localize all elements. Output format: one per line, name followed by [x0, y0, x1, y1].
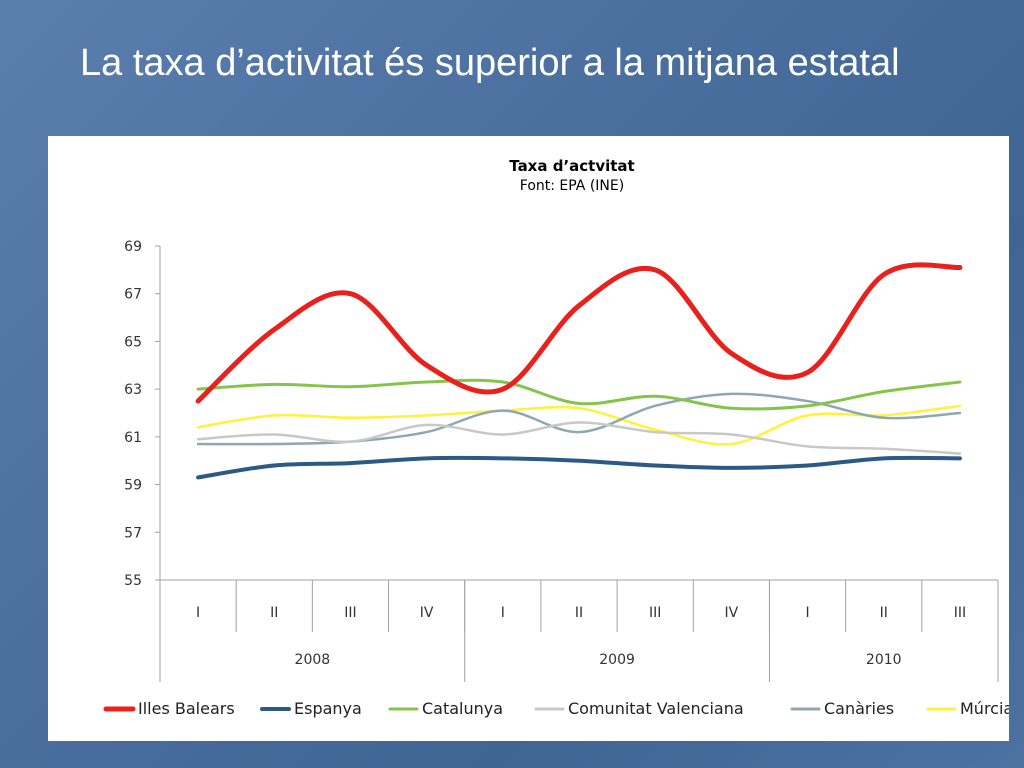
legend-label: Múrcia	[960, 699, 1009, 718]
y-tick-label: 65	[124, 334, 142, 350]
y-tick-label: 63	[124, 382, 142, 398]
x-tick-label: IV	[420, 605, 434, 621]
x-tick-label: I	[196, 605, 200, 621]
legend-label: Illes Balears	[138, 699, 235, 718]
y-tick-label: 55	[124, 573, 142, 589]
x-tick-label: II	[270, 605, 278, 621]
series-line-illes-balears	[195, 262, 963, 404]
legend: Illes Balears Espanya Catalunya Comunitat V…	[103, 699, 1013, 718]
x-tick-label: III	[954, 605, 966, 621]
y-tick-label: 57	[124, 525, 142, 541]
group-label: 2008	[295, 652, 331, 668]
x-tick-label: II	[575, 605, 583, 621]
x-tick-label: III	[344, 605, 356, 621]
y-tick-label: 61	[124, 430, 142, 446]
chart-title: Taxa d’actvitat	[509, 157, 634, 175]
slide-title: La taxa d’activitat és superior a la mit…	[80, 42, 900, 84]
legend-label: Catalunya	[422, 699, 503, 718]
x-tick-label: III	[649, 605, 661, 621]
series-line-catalunya	[196, 378, 962, 411]
chart-panel: Taxa d’actvitat Font: EPA (INE) 55 57 59 61…	[48, 136, 1013, 741]
x-tick-label: I	[501, 605, 505, 621]
series-line-comunitat-valenciana	[196, 421, 962, 455]
series-line-m-rcia	[196, 404, 962, 446]
legend-label: Espanya	[294, 699, 362, 718]
x-tick-label: I	[805, 605, 809, 621]
x-tick-label: IV	[725, 605, 739, 621]
group-label: 2009	[599, 652, 635, 668]
legend-label: Canàries	[824, 699, 894, 718]
legend-label: Comunitat Valenciana	[568, 699, 744, 718]
group-label: 2010	[866, 652, 902, 668]
y-tick-label: 67	[124, 287, 142, 303]
line-chart: Taxa d’actvitat Font: EPA (INE) 55 57 59 61…	[103, 157, 1013, 718]
chart-subtitle: Font: EPA (INE)	[520, 178, 624, 194]
series-line-can-ries	[196, 392, 962, 446]
series-lines	[195, 262, 963, 480]
y-tick-label: 59	[124, 478, 142, 494]
series-line-espanya	[196, 455, 962, 480]
y-tick-label: 69	[124, 239, 142, 255]
x-tick-label: II	[880, 605, 888, 621]
